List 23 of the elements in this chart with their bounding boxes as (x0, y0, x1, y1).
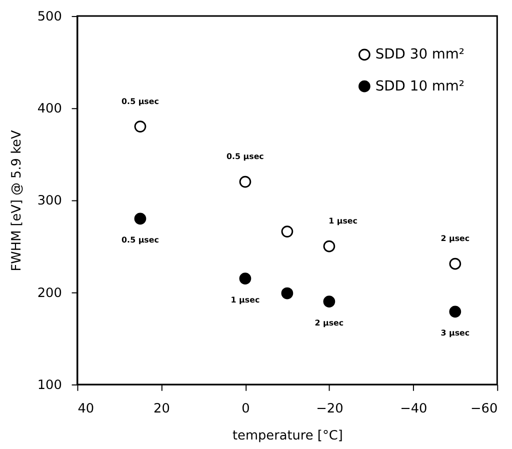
x-tick-label: −40 (400, 402, 428, 417)
x-tick-label: −20 (316, 402, 344, 417)
x-tick-label: 20 (154, 402, 170, 417)
annotation: 2 μsec (440, 234, 470, 244)
annotation: 0.5 μsec (122, 235, 160, 244)
annotation: 3 μsec (440, 328, 470, 338)
annotation: 2 μsec (314, 318, 344, 328)
y-tick-label: 500 (37, 9, 62, 24)
x-tick-label: 40 (78, 402, 94, 417)
annotation: 0.5 μsec (226, 152, 264, 162)
x-tick-label: 0 (242, 402, 250, 417)
x-tick-label: −60 (470, 402, 498, 417)
x-axis-title: temperature [°C] (232, 428, 343, 444)
annotation: 0.5 μsec (122, 96, 160, 106)
y-tick-label: 400 (37, 102, 62, 117)
y-tick-label: 100 (37, 378, 62, 393)
y-tick-label: 200 (37, 286, 62, 301)
y-axis-title: FWHM [eV] @ 5.9 keV (9, 130, 24, 272)
legend-label: SDD 30 mm² (375, 46, 464, 63)
annotation: 1 μsec (328, 216, 358, 226)
y-tick-label: 300 (37, 194, 62, 209)
annotation: 1 μsec (230, 295, 260, 304)
legend-label: SDD 10 mm² (375, 78, 464, 94)
